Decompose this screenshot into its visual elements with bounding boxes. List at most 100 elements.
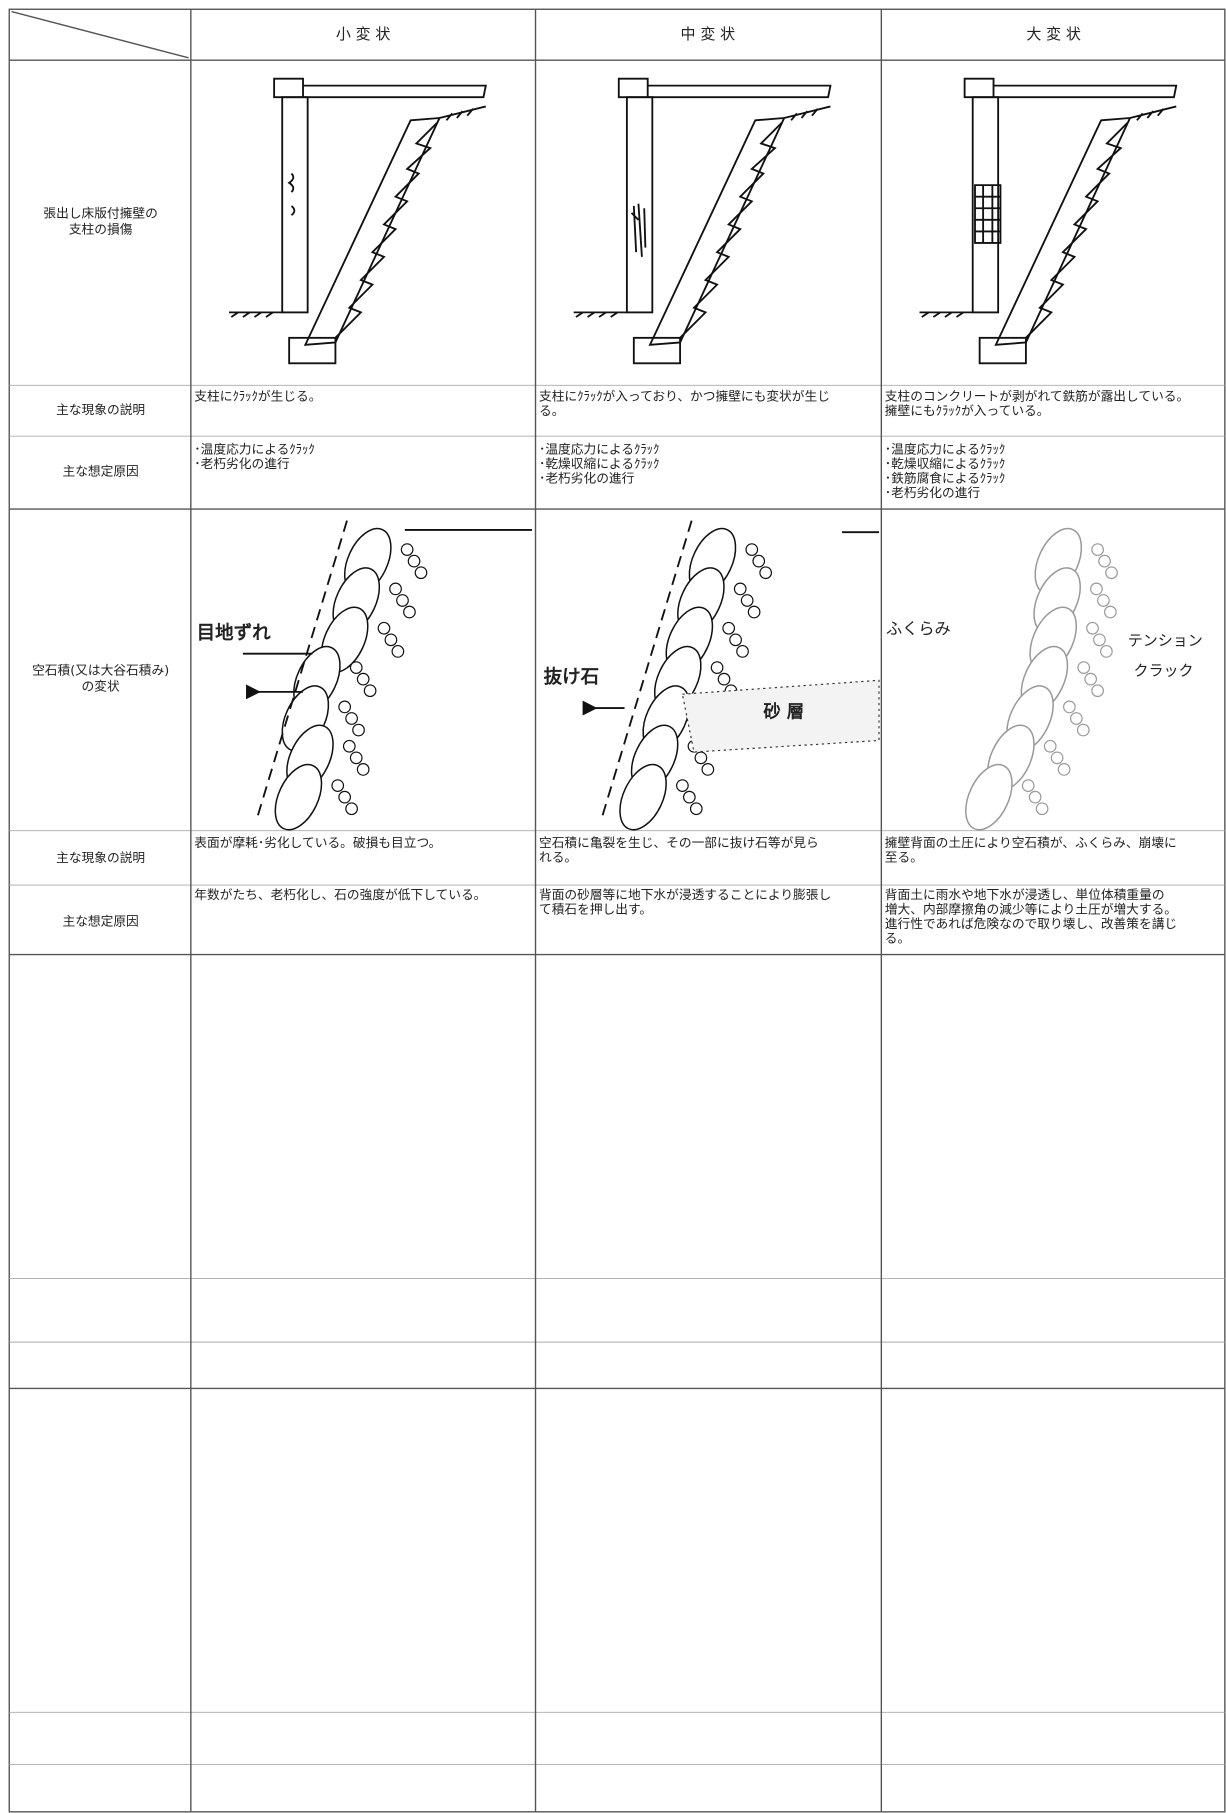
cell-text: ･老朽劣化の進行 [194,456,290,471]
section-label: 空石積(又は大谷石積み) [32,663,169,678]
cell-text: る。 [885,930,910,945]
pebble [349,661,363,674]
column-header: 大 変 状 [1026,25,1081,43]
ground-line [404,528,880,534]
pebble [1100,645,1113,658]
pebble [363,684,377,698]
pebble [729,633,742,647]
pebble [331,779,345,792]
figure-large [918,77,1178,365]
pebble [1093,633,1106,647]
cell-text: ･温度応力によるｸﾗｯｸ [885,442,1005,457]
pebble [1098,554,1111,568]
pebble [384,633,398,647]
cell-text: ･老朽劣化の進行 [539,470,635,485]
cell-text: 空石積に亀裂を生じ、その一部に抜け石等が見ら [539,835,819,850]
cell-text: ･乾燥収縮によるｸﾗｯｸ [885,456,1005,471]
pebble [338,790,352,804]
pebble [1091,543,1104,556]
pebble [345,802,358,816]
stone [965,763,1013,831]
row-lines [9,59,1225,1765]
pebble [396,594,409,607]
arrow [243,652,313,692]
pebble [745,543,759,556]
cell-text: れる。 [539,849,577,864]
figure-label: 目地ずれ [197,622,271,644]
exposed-rebar [974,184,1002,244]
pebble [733,582,747,596]
row-label: 主な想定原因 [62,464,138,479]
figure-label: クラック [1133,662,1193,680]
cell-text: ･鉄筋腐食によるｸﾗｯｸ [885,470,1005,485]
figure-label: 砂 層 [763,702,804,723]
cell-text: て積石を押し出す。 [539,901,652,916]
figure-small [228,77,487,365]
pebble [740,594,754,607]
pebble [752,554,766,568]
section-label: 支柱の損傷 [69,222,133,237]
table-border [8,8,1226,1813]
pebble [1091,684,1104,698]
pebble [356,763,370,776]
pebble [710,661,724,674]
cell-text: 背面の砂層等に地下水が浸透することにより膨張し [539,887,831,902]
pebble [1103,605,1117,619]
pebble [689,802,703,816]
pebble [377,621,391,635]
plumb-line [600,520,693,820]
pebble [736,645,749,658]
pebble [1077,661,1091,674]
figure-label: ふくらみ [886,619,951,638]
pebble [407,554,421,568]
cell-text: ･温度応力によるｸﾗｯｸ [194,442,314,457]
row-label: 主な現象の説明 [56,402,145,417]
stone [619,763,667,831]
pebble [1035,802,1049,816]
cell-text: 進行性であれば危険なので取り壊し、改善策を講じ [885,916,1177,931]
cell-text: ･老朽劣化の進行 [885,485,981,500]
cell-text: る。 [539,403,564,418]
pebble [403,605,416,619]
pebble [352,723,365,737]
pebble [1084,672,1098,686]
row-label: 主な想定原因 [62,914,138,929]
pebble [1063,700,1076,714]
pebble [391,645,405,658]
pebble [342,739,356,753]
cell-text: 支柱のコンクリートが剥がれて鉄筋が露出している。 [885,388,1189,403]
row-label: 主な現象の説明 [56,850,145,865]
cell-text: 至る。 [885,849,923,864]
pebble [1086,621,1099,635]
crack [287,172,296,216]
cell-text: 増大、内部摩擦角の減少等により土圧が増大する。 [885,901,1177,916]
section-label: 張出し床版付擁壁の [43,206,157,221]
pebble [1076,723,1090,737]
figure-label: テンション [1128,631,1203,649]
section-label: の変状 [82,679,120,694]
stone [274,763,323,831]
pebble [1097,594,1110,607]
cell-text: 表面が摩耗･劣化している。破損も目立つ。 [194,835,441,850]
pebble [682,790,696,804]
pebble [747,605,761,619]
pebble [1050,751,1064,765]
cell-text: 年数がたち、老朽化し、石の強度が低下している。 [194,887,486,902]
column-header: 小 変 状 [336,25,391,43]
column-header: 中 変 状 [681,25,736,43]
column-lines [190,9,883,1812]
plumb-line [255,520,348,820]
pebble [1021,779,1035,792]
pebble [759,566,773,580]
pebble [400,543,414,556]
pebble [694,751,708,765]
sand-layer [681,679,880,753]
cell-text: 擁壁にもｸﾗｯｸが入っている。 [885,403,1050,418]
pebble [701,763,715,776]
figure-label: 抜け石 [544,666,600,688]
pebble [356,672,370,686]
cell-text: 背面土に雨水や地下水が浸透し、単位体積重量の [885,887,1165,902]
pebble [1090,582,1103,596]
